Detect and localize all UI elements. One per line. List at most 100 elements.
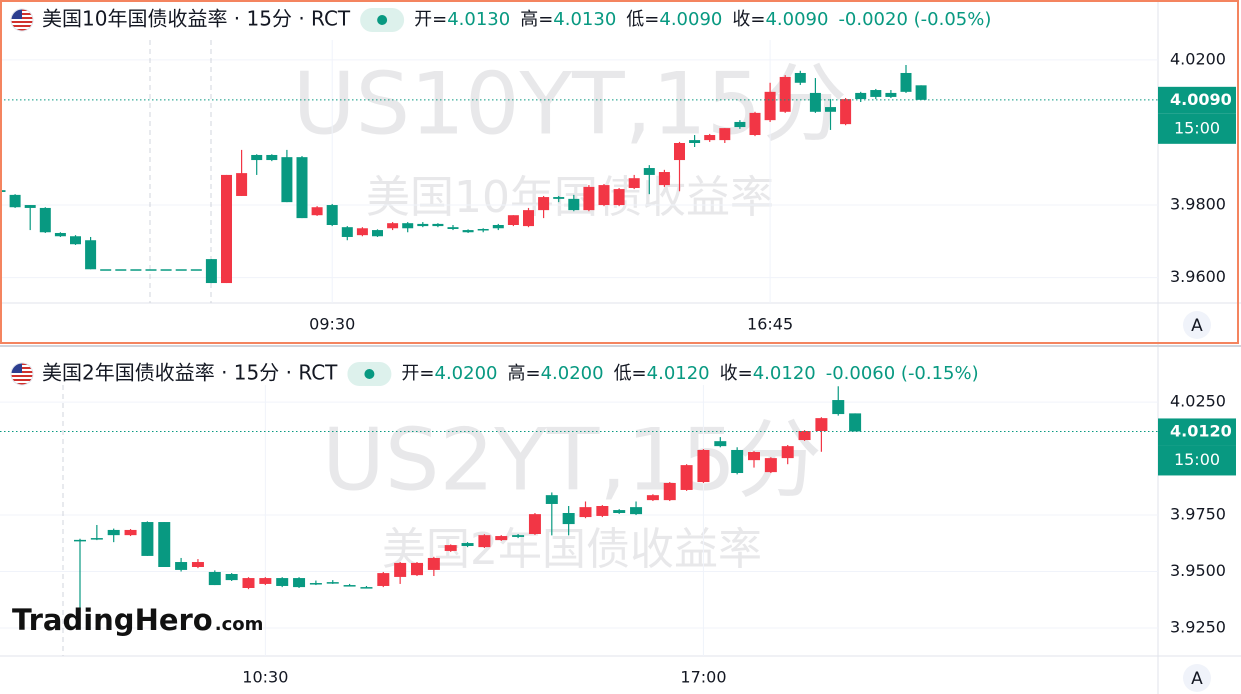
candle-body: [495, 536, 508, 541]
candle-body: [855, 92, 867, 100]
flag-canton: [11, 363, 22, 373]
candle-body: [208, 571, 221, 586]
candle-body: [356, 228, 368, 236]
candle-body: [221, 174, 232, 284]
candle-body: [478, 535, 491, 548]
candle-body: [798, 431, 811, 441]
candle-body: [779, 76, 791, 112]
candle-body: [598, 185, 610, 206]
legend-name: 开=: [414, 9, 447, 30]
candle-body: [276, 578, 289, 586]
candle-body: [523, 210, 534, 227]
scale-button[interactable]: [1183, 311, 1211, 339]
candle-body: [360, 587, 373, 589]
watermark: US10YT,15分: [293, 54, 848, 154]
candle-body: [462, 230, 474, 233]
chart-title: 美国10年国债收益率 · 15分 · RCT: [42, 7, 351, 31]
candle-body: [24, 205, 36, 208]
logo-suffix: .com: [215, 614, 264, 635]
status-dot: [377, 15, 388, 25]
legend-change: -0.0020 (-0.05%): [838, 9, 991, 30]
candle-body: [311, 207, 323, 216]
legend-value: 4.0200: [541, 363, 604, 384]
legend-name: 低=: [614, 363, 647, 384]
candle-body: [242, 578, 255, 589]
candle-body: [749, 112, 761, 136]
flag-stripe: [11, 21, 33, 23]
candle-body: [9, 194, 21, 208]
candle-body: [613, 189, 625, 206]
candle-body: [646, 495, 659, 501]
x-tick-label: 17:00: [680, 668, 726, 687]
candle-body: [326, 582, 339, 584]
last-price-label: 4.0120: [1170, 421, 1232, 440]
y-tick-label: 3.9800: [1170, 195, 1226, 214]
y-tick-label: 3.9500: [1170, 561, 1226, 580]
last-price-label: 4.0090: [1170, 90, 1232, 109]
candle-body: [583, 186, 595, 211]
candle-body: [832, 400, 845, 415]
candle-body: [115, 269, 127, 271]
candle-body: [259, 578, 272, 584]
scale-button-label[interactable]: A: [1191, 669, 1203, 689]
candle-body: [0, 190, 6, 192]
candle-body: [815, 418, 828, 431]
scale-button[interactable]: [1183, 664, 1211, 692]
last-price-box: [1158, 86, 1236, 114]
candle-body: [538, 197, 550, 211]
candle-body: [394, 562, 407, 577]
candle-body: [427, 557, 440, 570]
candle-body: [387, 223, 399, 229]
legend-value: 4.0120: [647, 363, 710, 384]
legend-name: 收=: [720, 363, 753, 384]
legend-value: 4.0130: [553, 9, 616, 30]
candle-body: [714, 441, 727, 447]
candle-body: [74, 539, 86, 542]
candle-body: [477, 228, 489, 231]
candle-body: [377, 573, 390, 586]
status-dot: [364, 369, 375, 379]
candle-body: [251, 154, 263, 161]
candle-body: [794, 72, 806, 83]
watermark: US2YT,15分: [322, 410, 822, 510]
candle-body: [764, 458, 777, 473]
legend-value: 4.0120: [753, 363, 816, 384]
flag-canton: [11, 9, 22, 19]
candle-body: [915, 85, 927, 100]
selected-panel-border: [0, 0, 1239, 344]
candle-body: [130, 269, 142, 271]
candle-body: [54, 232, 66, 237]
legend-name: 开=: [401, 363, 434, 384]
flag-ring: [10, 8, 34, 32]
candle-body: [417, 223, 429, 227]
candle-body: [444, 545, 457, 551]
y-tick-label: 3.9250: [1170, 617, 1226, 636]
candle-body: [341, 227, 353, 237]
chart-panel: US2YT,15分美国2年国债收益率4.02503.97503.95003.92…: [0, 345, 1241, 694]
candle-body: [748, 452, 760, 461]
x-tick-label: 16:45: [747, 315, 793, 334]
candle-body: [85, 240, 97, 270]
y-tick-label: 3.9750: [1170, 505, 1226, 524]
countdown-box: [1158, 113, 1236, 144]
candle-body: [309, 583, 322, 585]
candle-body: [296, 157, 308, 219]
candle-body: [719, 128, 731, 141]
candle-body: [266, 154, 278, 161]
legend-value: 4.0090: [659, 9, 722, 30]
flag-stripe: [11, 375, 33, 377]
candle-body: [141, 522, 154, 556]
candle-body: [225, 573, 238, 581]
x-tick-label: 09:30: [309, 315, 355, 334]
last-price-box: [1158, 418, 1236, 446]
candle-body: [697, 449, 710, 483]
legend-name: 低=: [626, 9, 659, 30]
flag-icon: [10, 362, 34, 386]
candle-body: [596, 506, 609, 516]
candle-body: [680, 465, 693, 490]
candle-body: [764, 91, 776, 121]
legend-name: 高=: [507, 363, 540, 384]
scale-button-label[interactable]: A: [1191, 316, 1203, 336]
